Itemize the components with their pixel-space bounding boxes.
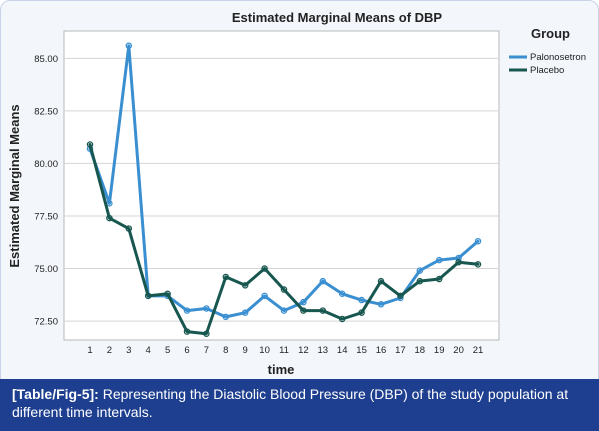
x-tick-label: 11 [279, 345, 289, 356]
data-point-palonosetron [300, 298, 307, 306]
data-point-placebo [261, 265, 268, 272]
data-point-placebo [106, 214, 113, 222]
caption-tag: [Table/Fig-5]: [12, 386, 99, 402]
data-point-placebo [377, 277, 385, 285]
data-point-palonosetron [455, 254, 462, 262]
caption-text: Representing the Diastolic Blood Pressur… [12, 386, 569, 420]
legend: Group Palonosetron Placebo [509, 26, 586, 76]
x-tick-label: 7 [204, 345, 209, 356]
x-tick-label: 16 [376, 345, 387, 356]
y-tick-label: 80.00 [34, 159, 58, 170]
x-tick-label: 3 [126, 345, 131, 356]
data-point-palonosetron [358, 296, 365, 304]
chart-title: Estimated Marginal Means of DBP [232, 10, 443, 25]
y-tick-label: 75.00 [34, 264, 58, 275]
data-point-placebo [203, 330, 210, 337]
data-point-placebo [222, 273, 230, 281]
data-point-palonosetron [222, 313, 230, 321]
x-tick-label: 4 [146, 345, 151, 356]
data-point-placebo [280, 286, 288, 293]
x-tick-label: 17 [395, 345, 406, 356]
data-point-palonosetron [280, 307, 288, 314]
x-tick-label: 19 [434, 345, 445, 356]
data-point-palonosetron [338, 290, 346, 298]
data-point-palonosetron [377, 301, 385, 308]
data-point-palonosetron [435, 256, 443, 264]
data-point-placebo [338, 315, 346, 323]
x-tick-label: 1 [87, 345, 92, 356]
x-tick-label: 12 [298, 345, 309, 356]
legend-label-placebo: Placebo [530, 65, 564, 76]
data-point-placebo [474, 261, 482, 268]
x-tick-label: 2 [107, 345, 112, 356]
x-tick-label: 20 [453, 345, 464, 356]
x-tick-label: 15 [356, 345, 367, 356]
data-point-placebo [164, 290, 171, 298]
data-point-placebo [125, 225, 133, 232]
data-point-placebo [455, 258, 462, 266]
data-point-placebo [86, 141, 94, 148]
x-tick-label: 10 [259, 345, 270, 356]
data-point-placebo [358, 309, 365, 316]
data-point-palonosetron [416, 267, 424, 274]
figure-caption: [Table/Fig-5]: Representing the Diastoli… [0, 379, 599, 431]
data-point-placebo [183, 328, 191, 335]
series-lines [86, 42, 482, 337]
data-point-placebo [144, 292, 152, 300]
data-point-palonosetron [183, 307, 191, 314]
data-point-palonosetron [241, 309, 249, 316]
data-point-palonosetron [474, 237, 482, 245]
x-tick-label: 6 [184, 345, 189, 356]
x-tick-label: 5 [165, 345, 170, 356]
y-tick-label: 85.00 [34, 54, 58, 65]
x-tick-label: 13 [318, 345, 329, 356]
x-tick-label: 9 [243, 345, 248, 356]
data-point-palonosetron [203, 305, 210, 312]
data-point-palonosetron [125, 42, 133, 49]
y-axis-label: Estimated Marginal Means [7, 104, 22, 267]
data-point-placebo [397, 292, 404, 300]
x-tick-label: 18 [415, 345, 426, 356]
legend-label-palonosetron: Palonosetron [530, 52, 586, 63]
x-tick-label: 8 [223, 345, 228, 356]
y-tick-label: 77.50 [34, 211, 58, 222]
data-point-placebo [435, 275, 443, 283]
x-tick-label: 21 [473, 345, 484, 356]
series-line-placebo [88, 143, 480, 336]
data-point-placebo [241, 282, 249, 289]
x-axis-label: time [268, 362, 295, 377]
data-point-palonosetron [319, 277, 327, 285]
data-point-placebo [416, 277, 424, 285]
plot-area [63, 30, 500, 341]
y-tick-label: 72.50 [34, 317, 58, 328]
data-point-placebo [300, 307, 307, 314]
x-tick-label: 14 [337, 345, 348, 356]
y-tick-label: 82.50 [34, 106, 58, 117]
data-point-placebo [319, 307, 327, 314]
legend-title: Group [531, 26, 570, 41]
data-point-palonosetron [261, 292, 268, 300]
